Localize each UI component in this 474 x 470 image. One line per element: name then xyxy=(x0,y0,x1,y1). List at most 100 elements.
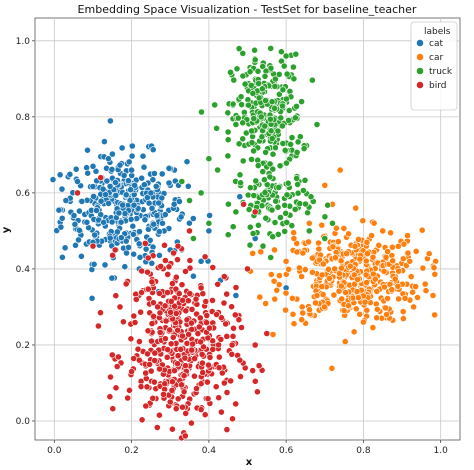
legend-label-bird: bird xyxy=(429,81,446,91)
point-car xyxy=(267,271,275,278)
point-car xyxy=(345,302,352,310)
point-truck xyxy=(267,64,275,72)
point-cat xyxy=(103,177,111,185)
point-car xyxy=(389,257,397,265)
point-car xyxy=(394,242,402,250)
point-cat xyxy=(58,185,66,193)
point-bird xyxy=(109,405,117,413)
point-cat xyxy=(142,245,150,253)
point-truck xyxy=(298,98,305,105)
point-bird xyxy=(188,346,196,354)
point-truck xyxy=(252,177,260,185)
point-bird xyxy=(171,302,178,310)
point-bird xyxy=(205,361,212,369)
point-bird xyxy=(253,388,261,396)
point-cat xyxy=(149,146,157,154)
point-truck xyxy=(301,176,309,184)
point-bird xyxy=(138,267,146,275)
point-cat xyxy=(138,174,146,182)
point-truck xyxy=(268,206,276,214)
point-truck xyxy=(279,140,287,147)
point-car xyxy=(342,289,349,296)
point-bird xyxy=(180,388,188,396)
point-bird xyxy=(150,312,157,320)
legend-title: labels xyxy=(424,27,451,37)
point-cat xyxy=(183,158,191,166)
point-truck xyxy=(229,223,237,231)
point-truck xyxy=(197,189,205,197)
point-bird xyxy=(228,303,235,311)
point-bird xyxy=(161,257,169,264)
point-bird xyxy=(138,416,146,424)
point-cat xyxy=(158,194,166,202)
point-bird xyxy=(195,323,203,331)
point-cat xyxy=(101,138,108,145)
point-truck xyxy=(205,219,213,227)
point-cat xyxy=(136,228,143,235)
point-cat xyxy=(117,218,125,226)
point-bird xyxy=(106,393,114,401)
point-truck xyxy=(287,140,294,148)
point-cat xyxy=(148,204,156,212)
point-bird xyxy=(172,310,180,317)
point-cat xyxy=(165,164,173,172)
point-truck xyxy=(246,184,254,192)
point-bird xyxy=(109,251,116,259)
point-truck xyxy=(291,205,299,213)
point-car xyxy=(340,224,348,232)
point-bird xyxy=(157,262,165,270)
point-bird xyxy=(182,409,190,417)
point-car xyxy=(340,307,348,315)
point-bird xyxy=(179,332,186,340)
point-truck xyxy=(274,230,282,238)
point-cat xyxy=(70,212,78,219)
point-bird xyxy=(209,264,217,271)
point-truck xyxy=(237,93,245,101)
point-truck xyxy=(277,214,284,221)
point-bird xyxy=(163,289,171,296)
point-bird xyxy=(127,335,135,343)
point-truck xyxy=(213,124,220,132)
legend-marker-cat xyxy=(416,39,424,47)
point-car xyxy=(346,262,354,270)
point-cat xyxy=(155,199,163,207)
point-bird xyxy=(130,355,138,362)
point-truck xyxy=(239,119,247,127)
point-bird xyxy=(227,377,234,385)
point-bird xyxy=(220,379,228,387)
point-truck xyxy=(289,63,297,71)
y-tick-label: 0.2 xyxy=(16,341,30,351)
point-bird xyxy=(194,330,202,337)
point-bird xyxy=(202,298,210,305)
y-tick-label: 1.0 xyxy=(16,37,31,47)
point-cat xyxy=(129,230,137,238)
point-bird xyxy=(251,377,259,385)
point-truck xyxy=(248,155,255,163)
point-truck xyxy=(299,187,307,194)
point-bird xyxy=(201,253,209,261)
point-truck xyxy=(288,222,296,229)
point-car xyxy=(431,270,439,278)
point-cat xyxy=(91,231,99,239)
point-truck xyxy=(277,48,285,56)
point-car xyxy=(359,318,367,326)
point-bird xyxy=(223,332,231,340)
point-truck xyxy=(282,209,290,217)
point-car xyxy=(373,314,381,322)
point-bird xyxy=(220,299,228,307)
point-cat xyxy=(83,218,91,226)
y-axis-label: y xyxy=(1,226,12,233)
point-cat xyxy=(57,223,65,231)
point-car xyxy=(380,267,388,275)
point-bird xyxy=(174,242,182,250)
point-truck xyxy=(236,171,244,179)
point-cat xyxy=(112,179,119,186)
x-tick-label: 0.6 xyxy=(279,446,294,456)
point-cat xyxy=(177,213,185,221)
point-bird xyxy=(142,402,150,410)
point-bird xyxy=(189,340,197,348)
point-car xyxy=(275,272,283,279)
point-bird xyxy=(238,324,245,331)
legend-label-cat: cat xyxy=(429,39,443,49)
point-truck xyxy=(254,221,262,229)
